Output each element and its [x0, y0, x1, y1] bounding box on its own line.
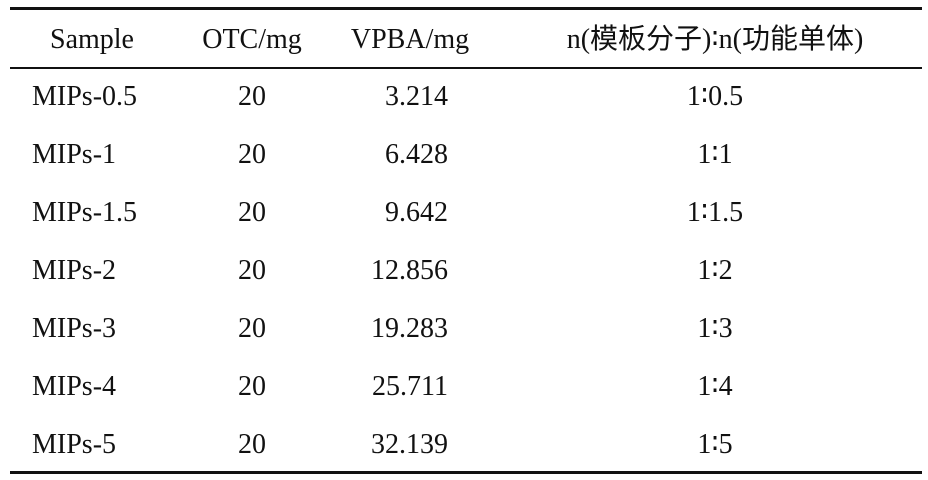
- table-cell: 25.711: [372, 371, 448, 402]
- table-cell: MIPs-5: [32, 429, 117, 460]
- table-cell: MIPs-2: [32, 255, 117, 286]
- table-cell: 20: [238, 371, 266, 402]
- table-cell: 20: [238, 255, 266, 286]
- table-cell: 1∶0.5: [686, 81, 744, 112]
- bottom-rule: [10, 471, 922, 474]
- table-cell: 1∶2: [697, 255, 733, 286]
- table-cell: 1∶1: [697, 139, 733, 170]
- header-rule: [10, 67, 922, 69]
- header-cell: n(模板分子)∶n(功能单体): [566, 24, 864, 55]
- table-cell: MIPs-0.5: [32, 81, 138, 112]
- table-cell: 32.139: [371, 429, 448, 460]
- table-cell: 20: [238, 197, 266, 228]
- table-cell: 9.642: [385, 197, 448, 228]
- table-cell: 12.856: [371, 255, 448, 286]
- top-rule: [10, 7, 922, 10]
- table-cell: 1∶4: [697, 371, 733, 402]
- table-cell: MIPs-4: [32, 371, 117, 402]
- table-cell: 19.283: [371, 313, 448, 344]
- table-cell: MIPs-3: [32, 313, 117, 344]
- table-cell: 3.214: [385, 81, 448, 112]
- table-cell: 1∶1.5: [686, 197, 744, 228]
- table-cell: 20: [238, 429, 266, 460]
- header-cell: VPBA/mg: [350, 24, 470, 55]
- table-cell: 20: [238, 139, 266, 170]
- header-cell: Sample: [50, 24, 134, 55]
- table-cell: 20: [238, 81, 266, 112]
- table-cell: 20: [238, 313, 266, 344]
- table-cell: MIPs-1.5: [32, 197, 138, 228]
- table-cell: 1∶5: [697, 429, 733, 460]
- header-cell: OTC/mg: [202, 24, 302, 55]
- table-cell: 6.428: [385, 139, 448, 170]
- table-cell: 1∶3: [697, 313, 733, 344]
- table-cell: MIPs-1: [32, 139, 117, 170]
